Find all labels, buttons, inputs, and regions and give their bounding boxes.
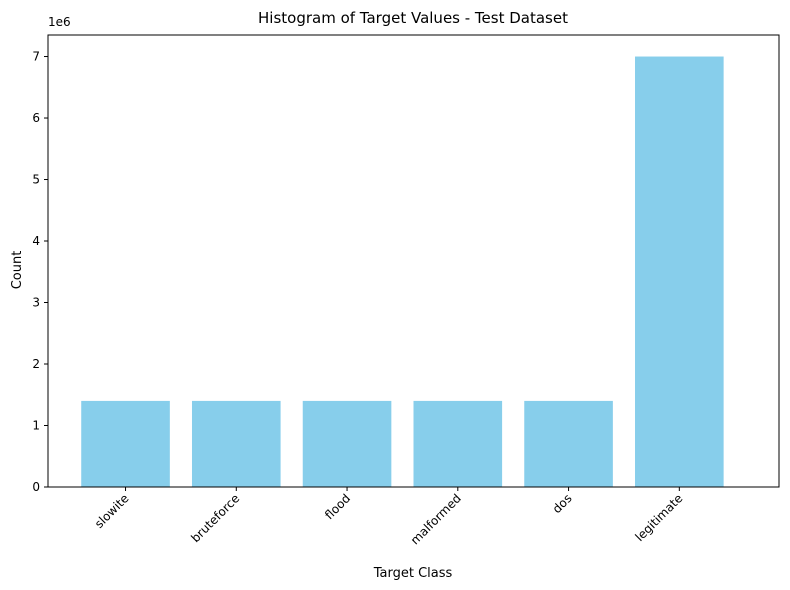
x-axis-label: Target Class (373, 566, 453, 581)
bars-group (81, 56, 724, 488)
x-tick-label: bruteforce (188, 491, 242, 545)
y-tick-label: 7 (32, 50, 40, 64)
bar-legitimate (635, 56, 724, 488)
plot-frame (47, 34, 780, 488)
bar-flood (302, 400, 392, 487)
y-tick-label: 4 (32, 234, 40, 248)
y-tick-label: 3 (32, 296, 40, 310)
x-tick-label: legitimate (633, 491, 686, 544)
chart-title: Histogram of Target Values - Test Datase… (258, 9, 568, 27)
y-axis-offset-label: 1e6 (48, 15, 71, 29)
bar-bruteforce (191, 400, 281, 487)
y-tick-label: 5 (32, 173, 40, 187)
bar-slowite (81, 400, 170, 487)
y-axis-label: Count (10, 251, 25, 290)
x-tick-label: malformed (408, 491, 464, 547)
y-tick-label: 6 (32, 111, 40, 125)
x-tick-label: flood (322, 491, 353, 522)
y-tick-label: 1 (32, 419, 40, 433)
bar-malformed (413, 400, 503, 487)
bar-dos (524, 400, 613, 487)
y-tick-label: 2 (32, 357, 40, 371)
x-tick-label: slowite (92, 491, 132, 531)
y-tick-label: 0 (32, 480, 40, 494)
x-tick-label: dos (550, 491, 575, 516)
